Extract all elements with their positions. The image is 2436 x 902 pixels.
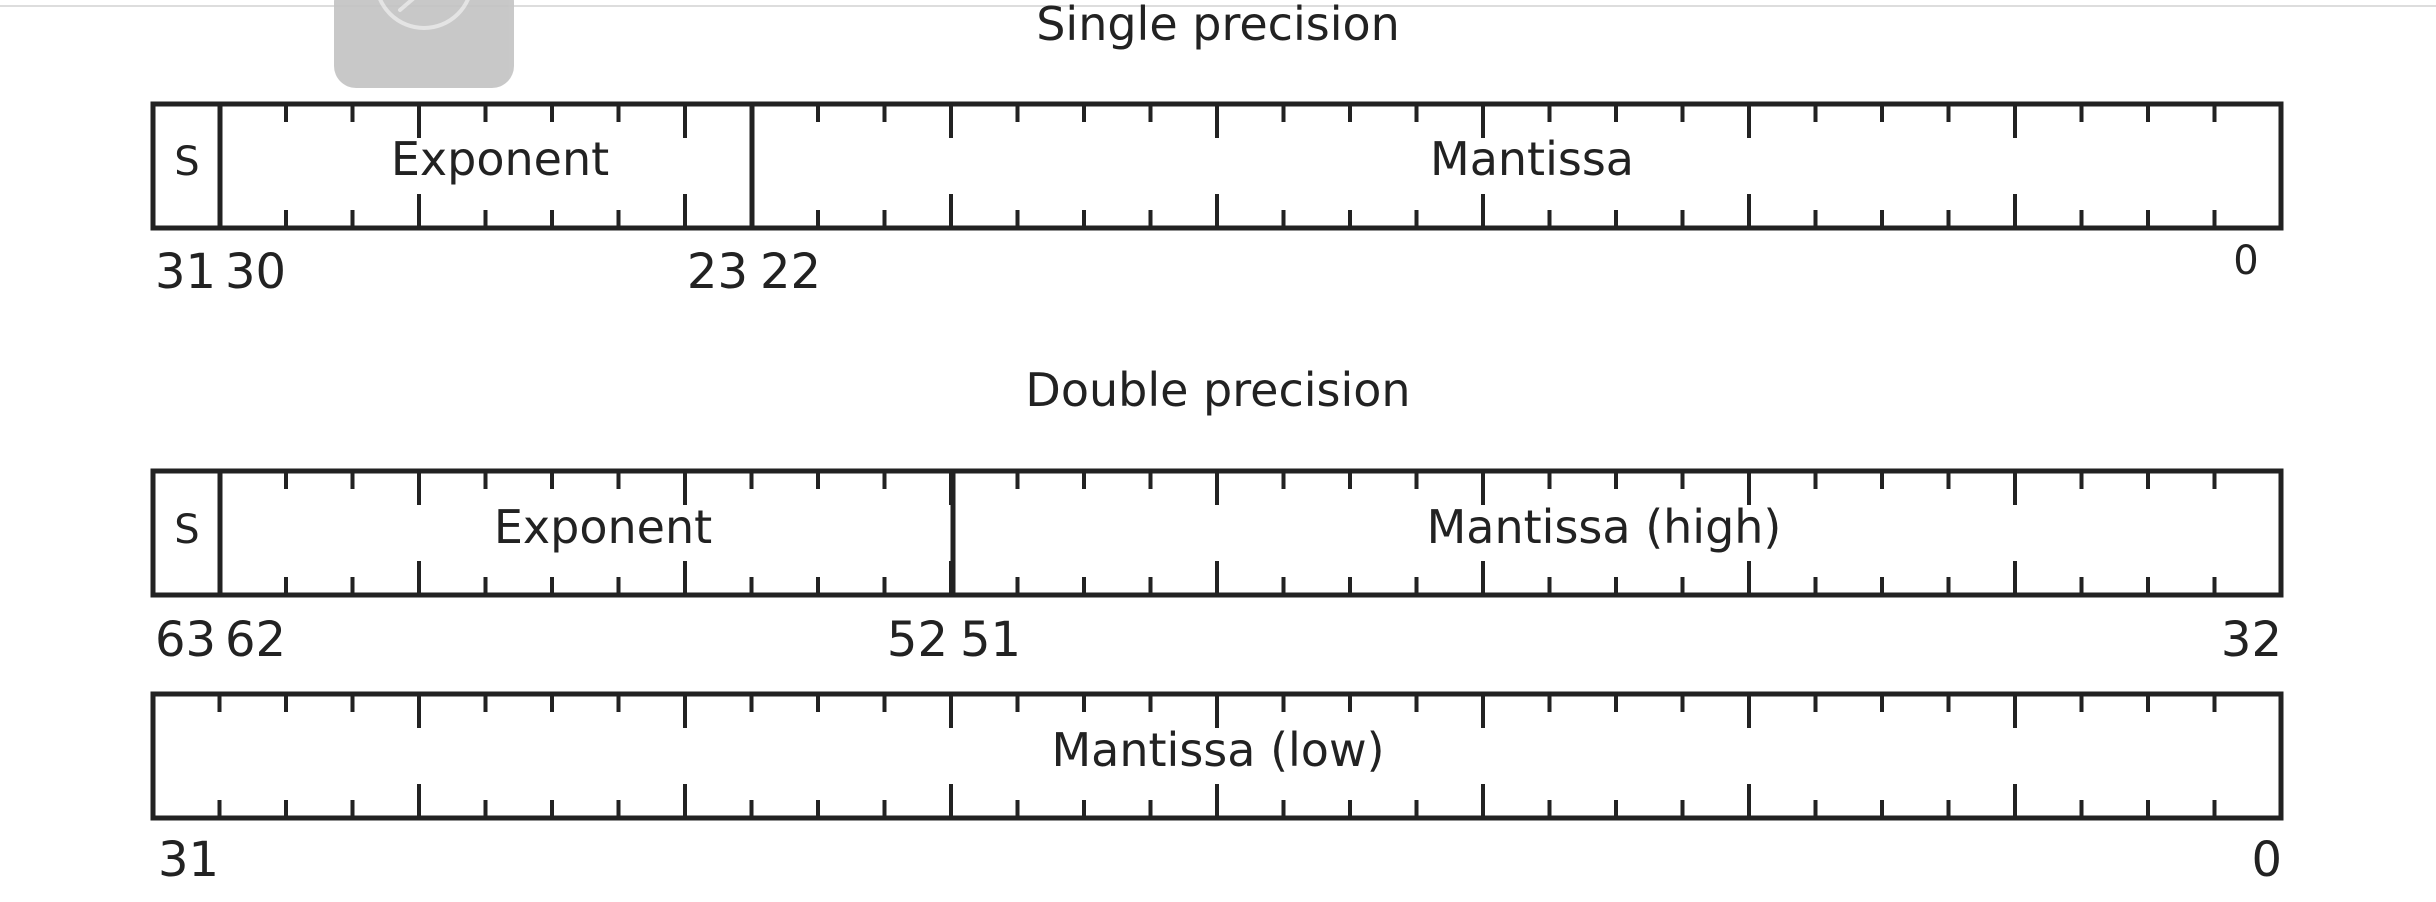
bit-label: 62 xyxy=(225,612,286,668)
pencil-icon xyxy=(378,0,470,30)
field-label-sign: S xyxy=(174,507,199,553)
bit-label: 30 xyxy=(225,244,286,300)
field-label-exponent: Exponent xyxy=(391,132,609,186)
bit-label: 31 xyxy=(158,832,219,888)
double-precision-low-register: Mantissa (low) 31 0 xyxy=(150,691,2284,888)
field-label-mantissa: Mantissa xyxy=(1430,132,1634,186)
bit-label: 63 xyxy=(155,612,216,668)
field-label-sign: S xyxy=(174,139,199,185)
bit-label: 23 xyxy=(687,244,748,300)
bit-ticks xyxy=(217,471,2217,595)
bit-ticks xyxy=(217,694,2217,818)
double-precision-title: Double precision xyxy=(1025,363,1410,417)
single-precision-register: S Exponent Mantissa 31 30 23 22 0 xyxy=(150,101,2284,300)
bit-label: 51 xyxy=(960,612,1021,668)
bit-label: 0 xyxy=(2233,238,2258,284)
bit-label: 32 xyxy=(2221,612,2282,668)
bit-label: 0 xyxy=(2251,832,2282,888)
bit-label: 22 xyxy=(760,244,821,300)
floating-edit-button[interactable] xyxy=(334,0,514,88)
field-label-exponent: Exponent xyxy=(494,500,712,554)
top-rule xyxy=(0,5,2436,7)
bit-ticks xyxy=(217,104,2217,228)
bit-label: 31 xyxy=(155,244,216,300)
bit-label: 52 xyxy=(887,612,948,668)
single-precision-title: Single precision xyxy=(1036,0,1400,51)
field-label-mantissa-low: Mantissa (low) xyxy=(1051,723,1384,777)
field-label-mantissa-high: Mantissa (high) xyxy=(1427,500,1782,554)
double-precision-high-register: S Exponent Mantissa (high) 63 62 52 51 3… xyxy=(150,468,2284,668)
